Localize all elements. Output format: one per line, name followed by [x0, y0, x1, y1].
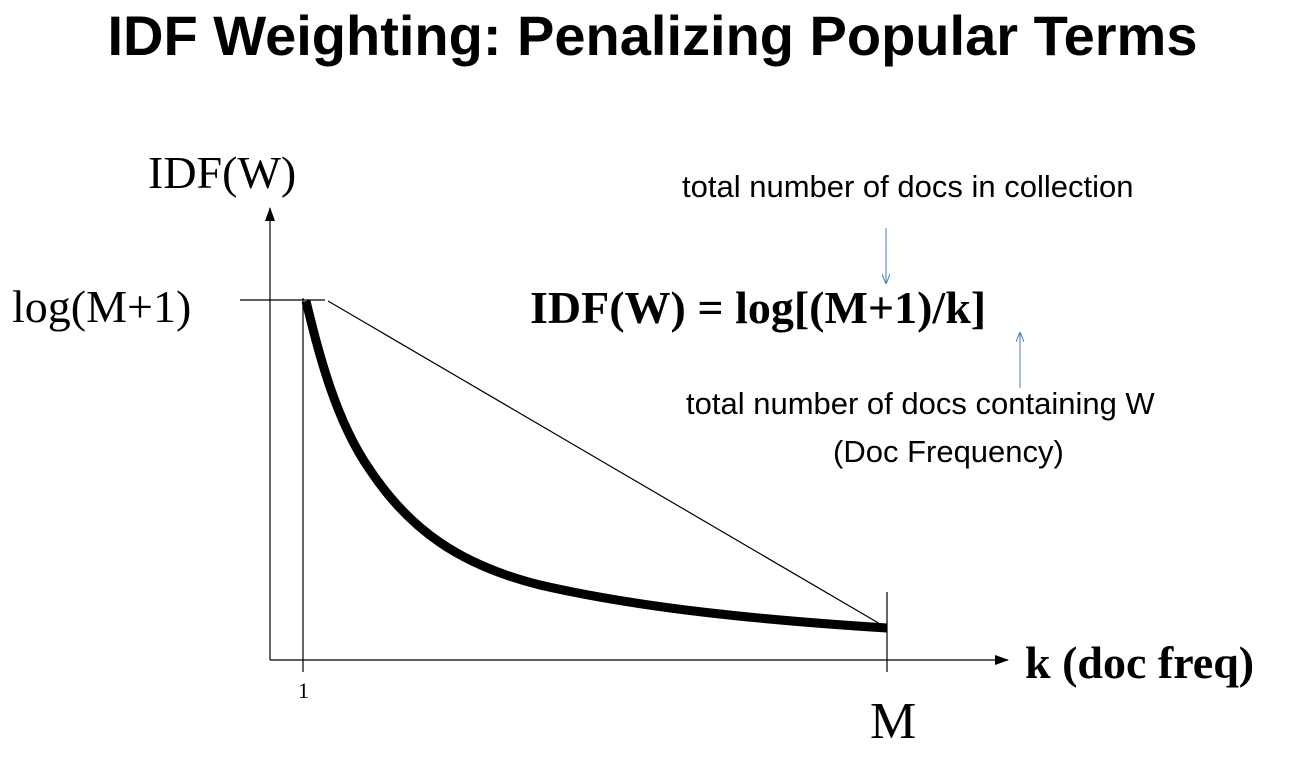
x-axis-label: k (doc freq): [1025, 637, 1254, 688]
doc-freq-annotation-line1: total number of docs containing W: [686, 386, 1155, 421]
y-axis-label: IDF(W): [148, 147, 296, 198]
linear-reference-line: [327, 300, 888, 629]
x-tick-m-label: M: [870, 693, 916, 750]
doc-freq-annotation-line2: (Doc Frequency): [833, 434, 1064, 469]
y-tick-max-label: log(M+1): [12, 281, 191, 332]
idf-formula: IDF(W) = log[(M+1)/k]: [530, 282, 986, 333]
x-tick-one-label: 1: [298, 678, 309, 703]
idf-curve: [301, 299, 888, 633]
total-docs-annotation: total number of docs in collection: [682, 169, 1133, 204]
page-title: IDF Weighting: Penalizing Popular Terms: [107, 4, 1198, 67]
